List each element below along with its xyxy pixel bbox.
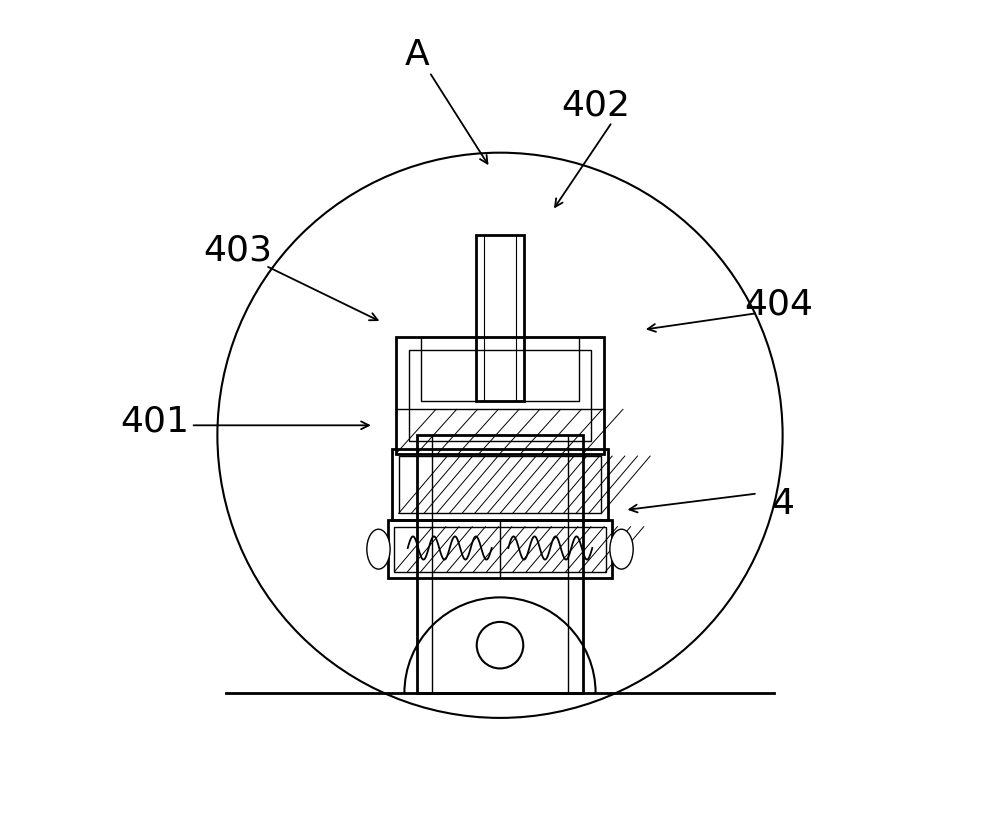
Ellipse shape [367, 530, 390, 569]
Bar [421, 337, 579, 401]
Bar [409, 349, 591, 441]
Text: 4: 4 [771, 487, 794, 521]
Text: 402: 402 [561, 88, 630, 123]
Bar [396, 337, 604, 454]
Ellipse shape [610, 530, 633, 569]
Text: 403: 403 [204, 234, 273, 268]
Bar [476, 235, 524, 401]
Circle shape [477, 622, 523, 668]
Circle shape [217, 153, 783, 718]
Text: A: A [405, 38, 429, 73]
Bar [388, 520, 612, 578]
Text: 401: 401 [121, 404, 190, 438]
Text: 404: 404 [744, 288, 813, 322]
Bar [399, 456, 601, 514]
Bar [417, 435, 583, 693]
Bar [392, 450, 608, 520]
Bar [394, 527, 606, 571]
